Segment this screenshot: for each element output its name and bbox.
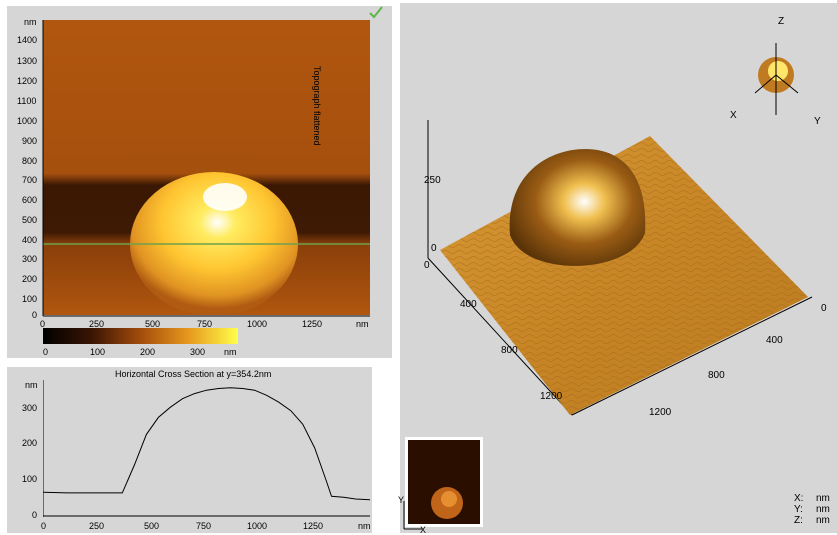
orient-x-label: X (730, 110, 737, 121)
topograph-vertical-label: Topograph flattened (312, 66, 322, 146)
y-tick: 800 (22, 156, 38, 166)
y-tick: 1100 (17, 96, 37, 106)
thumbnail-axes (403, 501, 422, 530)
y-tick: 200 (22, 274, 38, 284)
axis-tick: 1200 (649, 407, 672, 418)
colorbar-unit: nm (224, 347, 237, 357)
z-axis-zero: 0 (431, 243, 437, 254)
readout-x-label: X: (794, 493, 804, 504)
left-axis-line (427, 257, 573, 416)
colorbar-tick: 200 (140, 347, 156, 357)
y-tick: 300 (22, 403, 38, 413)
topograph-y-unit: nm (24, 17, 37, 27)
y-tick: 400 (22, 235, 38, 245)
x-tick: 0 (41, 521, 47, 531)
cross-section-panel (7, 367, 372, 533)
axis-tick: 1200 (540, 391, 563, 402)
axis-tick: 800 (501, 345, 518, 356)
x-tick: 1000 (247, 319, 268, 329)
colorbar-tick: 300 (190, 347, 206, 357)
topograph-image[interactable] (43, 20, 370, 315)
x-tick: 250 (89, 319, 105, 329)
y-tick: 0 (32, 310, 38, 320)
axis-tick: 0 (424, 260, 430, 271)
colorbar-tick: 0 (43, 347, 49, 357)
x-unit: nm (358, 521, 371, 531)
readout-z-label: Z: (794, 515, 803, 526)
axis-tick: 400 (766, 335, 783, 346)
cross-section-plot[interactable] (43, 380, 370, 517)
readout-z-unit: nm (816, 515, 830, 526)
thumbnail-x-label: X (420, 525, 427, 535)
view3d-thumbnail[interactable] (405, 437, 483, 527)
readout-y-unit: nm (816, 504, 830, 515)
orient-z-label: Z (778, 16, 785, 27)
y-tick: 500 (22, 215, 38, 225)
x-tick: 750 (196, 521, 212, 531)
x-tick: 1000 (247, 521, 268, 531)
x-tick: 1250 (302, 319, 323, 329)
y-tick: 200 (22, 438, 38, 448)
x-tick: 0 (40, 319, 46, 329)
y-tick: 300 (22, 254, 38, 264)
x-tick: 750 (197, 319, 213, 329)
x-tick: 500 (145, 319, 161, 329)
z-axis-tick: 250 (424, 175, 441, 186)
axis-tick: 800 (708, 370, 725, 381)
topograph-axes (42, 20, 370, 317)
x-tick: 1250 (303, 521, 324, 531)
readout-x-unit: nm (816, 493, 830, 504)
x-tick: 250 (89, 521, 105, 531)
x-unit: nm (356, 319, 369, 329)
y-tick: 1200 (17, 76, 38, 86)
view3d-render[interactable] (400, 3, 837, 433)
readout-y-label: Y: (794, 504, 803, 515)
axis-tick: 400 (460, 299, 477, 310)
x-tick: 500 (144, 521, 160, 531)
y-tick: 1400 (17, 35, 38, 45)
thumbnail-y-label: Y (398, 495, 405, 505)
cross-section-title: Horizontal Cross Section at y=354.2nm (115, 369, 272, 379)
axis-tick: 0 (821, 303, 827, 314)
right-axis-line (571, 296, 813, 416)
colorbar-tick: 100 (90, 347, 106, 357)
y-tick: 0 (32, 510, 38, 520)
orient-y-label: Y (814, 116, 821, 127)
y-tick: 600 (22, 195, 38, 205)
check-icon (369, 6, 383, 19)
y-tick: 1300 (17, 56, 38, 66)
colorbar (43, 328, 238, 344)
y-tick: 700 (22, 175, 38, 185)
y-tick: 900 (22, 136, 38, 146)
y-tick: 1000 (17, 116, 38, 126)
cross-section-y-unit: nm (25, 380, 38, 390)
cross-section-profile-line (43, 387, 370, 501)
y-tick: 100 (22, 294, 38, 304)
y-tick: 100 (22, 474, 38, 484)
